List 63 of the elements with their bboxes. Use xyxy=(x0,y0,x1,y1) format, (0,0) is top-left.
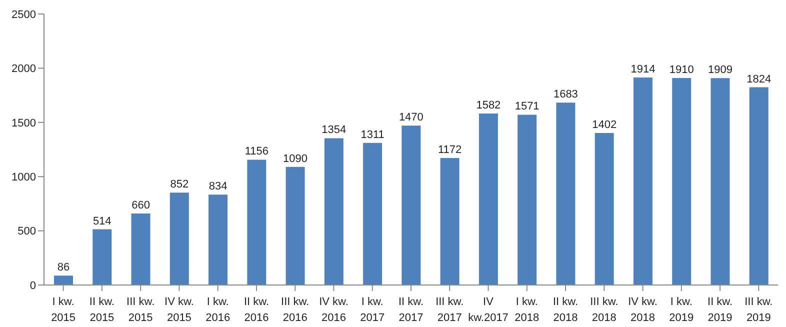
x-tick-label: III kw. 2019 xyxy=(744,296,773,324)
y-tick-label: 1500 xyxy=(12,117,36,130)
y-tick-label: 500 xyxy=(18,226,36,238)
bar xyxy=(92,229,112,285)
data-label: 1824 xyxy=(746,73,772,86)
data-label: 1909 xyxy=(708,64,732,76)
bar xyxy=(363,142,382,285)
bar xyxy=(170,192,189,285)
bar xyxy=(402,126,421,285)
bar xyxy=(518,114,537,285)
data-label: 1090 xyxy=(283,152,308,165)
x-tick-label: III kw. 2016 xyxy=(281,296,310,324)
data-label: 1172 xyxy=(438,144,462,156)
data-label: 852 xyxy=(170,178,189,191)
x-tick-label: IV kw. 2015 xyxy=(164,296,194,324)
x-tick-label: I kw. 2016 xyxy=(206,296,230,324)
x-tick-label: I kw. 2017 xyxy=(360,296,385,324)
bar xyxy=(54,276,73,285)
bar xyxy=(594,133,614,285)
bar xyxy=(749,87,768,285)
x-tick-label: I kw. 2019 xyxy=(669,296,694,324)
bar xyxy=(633,78,652,285)
y-tick-label: 1000 xyxy=(12,172,36,184)
data-label: 1470 xyxy=(398,112,424,124)
bar xyxy=(324,138,344,285)
data-label: 86 xyxy=(57,262,70,274)
y-tick-label: 0 xyxy=(30,280,36,292)
bar xyxy=(440,158,460,285)
bar xyxy=(247,160,266,285)
x-tick-label: II kw. 2017 xyxy=(398,296,424,324)
data-label: 1914 xyxy=(630,64,656,76)
bar xyxy=(208,194,228,285)
x-tick-label: III kw. 2015 xyxy=(126,296,155,324)
bar xyxy=(286,166,305,285)
bar xyxy=(131,213,150,285)
x-tick-label: IV kw.2017 xyxy=(468,296,508,324)
x-tick-label: III kw. 2018 xyxy=(590,296,618,324)
x-tick-label: IV kw. 2016 xyxy=(319,296,348,324)
data-label: 1582 xyxy=(476,100,501,112)
data-label: 1402 xyxy=(592,119,617,132)
x-tick-label: II kw. 2016 xyxy=(244,296,270,324)
data-label: 834 xyxy=(208,180,228,193)
bar xyxy=(556,102,576,285)
data-label: 514 xyxy=(92,215,112,228)
data-label: 1156 xyxy=(244,146,268,158)
x-tick-label: III kw. 2017 xyxy=(436,296,464,324)
x-tick-label: II kw. 2015 xyxy=(89,296,114,324)
bar xyxy=(478,114,498,285)
x-tick-label: II kw. 2019 xyxy=(708,296,733,324)
data-label: 1354 xyxy=(322,124,346,136)
data-label: 1910 xyxy=(669,64,694,76)
y-tick-label: 2000 xyxy=(12,63,36,76)
y-tick-label: 2500 xyxy=(12,8,36,21)
data-label: 1683 xyxy=(553,88,578,101)
x-tick-label: IV kw. 2018 xyxy=(628,296,658,324)
data-label: 660 xyxy=(132,199,150,212)
x-tick-label: I kw. 2018 xyxy=(514,296,540,324)
x-tick-label: I kw. 2015 xyxy=(51,296,76,324)
data-label: 1311 xyxy=(360,128,384,141)
data-label: 1571 xyxy=(514,100,540,113)
bar xyxy=(710,78,730,285)
bar xyxy=(672,78,692,285)
x-tick-label: II kw. 2018 xyxy=(552,296,578,324)
